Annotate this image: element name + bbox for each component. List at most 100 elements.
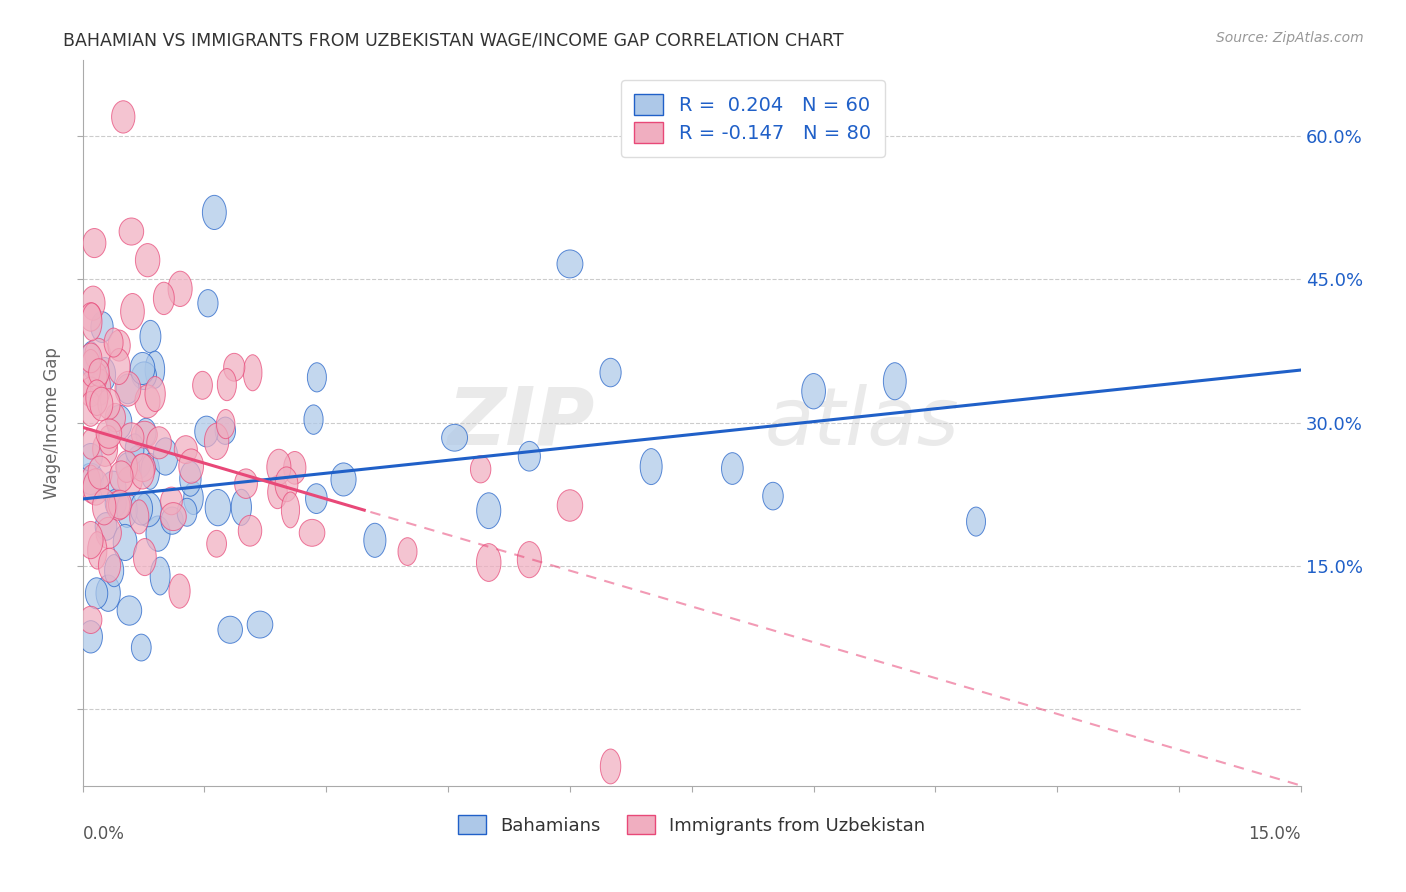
Ellipse shape — [180, 461, 201, 496]
Ellipse shape — [231, 490, 252, 525]
Ellipse shape — [160, 502, 187, 531]
Ellipse shape — [79, 621, 103, 653]
Ellipse shape — [79, 522, 103, 558]
Ellipse shape — [207, 531, 226, 558]
Ellipse shape — [82, 303, 103, 341]
Text: Source: ZipAtlas.com: Source: ZipAtlas.com — [1216, 31, 1364, 45]
Ellipse shape — [96, 517, 121, 549]
Ellipse shape — [557, 490, 582, 521]
Ellipse shape — [193, 371, 212, 400]
Ellipse shape — [93, 432, 118, 467]
Ellipse shape — [471, 456, 491, 483]
Ellipse shape — [267, 450, 291, 485]
Ellipse shape — [177, 499, 197, 526]
Ellipse shape — [308, 363, 326, 392]
Ellipse shape — [146, 426, 172, 458]
Ellipse shape — [125, 434, 143, 464]
Ellipse shape — [105, 489, 127, 517]
Ellipse shape — [129, 500, 149, 533]
Text: BAHAMIAN VS IMMIGRANTS FROM UZBEKISTAN WAGE/INCOME GAP CORRELATION CHART: BAHAMIAN VS IMMIGRANTS FROM UZBEKISTAN W… — [63, 31, 844, 49]
Ellipse shape — [153, 438, 177, 475]
Ellipse shape — [600, 749, 621, 784]
Ellipse shape — [801, 374, 825, 409]
Ellipse shape — [477, 492, 501, 529]
Ellipse shape — [299, 519, 325, 546]
Ellipse shape — [86, 380, 108, 416]
Ellipse shape — [83, 228, 105, 258]
Ellipse shape — [105, 403, 125, 432]
Ellipse shape — [90, 387, 112, 421]
Ellipse shape — [135, 244, 160, 277]
Text: 0.0%: 0.0% — [83, 825, 125, 844]
Ellipse shape — [441, 425, 468, 451]
Ellipse shape — [127, 445, 150, 478]
Ellipse shape — [96, 513, 117, 541]
Ellipse shape — [477, 543, 501, 582]
Ellipse shape — [94, 358, 115, 392]
Ellipse shape — [98, 549, 121, 582]
Ellipse shape — [117, 374, 139, 404]
Ellipse shape — [107, 405, 132, 440]
Ellipse shape — [169, 574, 190, 608]
Ellipse shape — [117, 492, 138, 527]
Ellipse shape — [79, 443, 103, 471]
Ellipse shape — [79, 463, 104, 494]
Ellipse shape — [135, 491, 162, 526]
Ellipse shape — [82, 286, 105, 320]
Ellipse shape — [217, 409, 235, 439]
Ellipse shape — [966, 507, 986, 536]
Ellipse shape — [160, 487, 183, 515]
Ellipse shape — [108, 491, 132, 519]
Ellipse shape — [111, 101, 135, 133]
Ellipse shape — [100, 471, 127, 504]
Ellipse shape — [120, 218, 143, 245]
Ellipse shape — [304, 405, 323, 434]
Legend: Bahamians, Immigrants from Uzbekistan: Bahamians, Immigrants from Uzbekistan — [451, 807, 932, 842]
Ellipse shape — [110, 461, 134, 492]
Ellipse shape — [184, 482, 204, 515]
Ellipse shape — [104, 555, 124, 587]
Ellipse shape — [721, 452, 744, 484]
Ellipse shape — [80, 607, 101, 633]
Ellipse shape — [267, 475, 287, 508]
Ellipse shape — [80, 302, 101, 331]
Ellipse shape — [98, 389, 120, 419]
Ellipse shape — [82, 342, 100, 379]
Y-axis label: Wage/Income Gap: Wage/Income Gap — [44, 347, 60, 499]
Ellipse shape — [284, 451, 307, 484]
Ellipse shape — [131, 454, 155, 489]
Ellipse shape — [205, 490, 231, 525]
Ellipse shape — [96, 575, 121, 611]
Ellipse shape — [247, 611, 273, 638]
Ellipse shape — [117, 596, 142, 625]
Ellipse shape — [198, 290, 218, 317]
Ellipse shape — [364, 524, 385, 558]
Ellipse shape — [104, 328, 124, 357]
Ellipse shape — [195, 417, 218, 447]
Ellipse shape — [398, 538, 418, 566]
Ellipse shape — [238, 516, 262, 546]
Text: ZIP: ZIP — [447, 384, 595, 461]
Ellipse shape — [86, 578, 108, 609]
Ellipse shape — [179, 449, 204, 483]
Ellipse shape — [80, 392, 101, 426]
Ellipse shape — [145, 351, 165, 388]
Ellipse shape — [80, 343, 101, 373]
Ellipse shape — [108, 330, 131, 361]
Ellipse shape — [84, 338, 111, 371]
Ellipse shape — [600, 359, 621, 387]
Ellipse shape — [150, 558, 170, 595]
Ellipse shape — [131, 454, 156, 482]
Ellipse shape — [87, 532, 107, 569]
Ellipse shape — [146, 516, 170, 551]
Ellipse shape — [118, 423, 143, 452]
Ellipse shape — [136, 418, 156, 447]
Ellipse shape — [218, 616, 242, 643]
Ellipse shape — [160, 507, 183, 534]
Ellipse shape — [80, 465, 101, 503]
Ellipse shape — [107, 491, 129, 520]
Ellipse shape — [215, 417, 236, 444]
Ellipse shape — [145, 376, 166, 411]
Ellipse shape — [276, 467, 298, 501]
Ellipse shape — [93, 489, 115, 524]
